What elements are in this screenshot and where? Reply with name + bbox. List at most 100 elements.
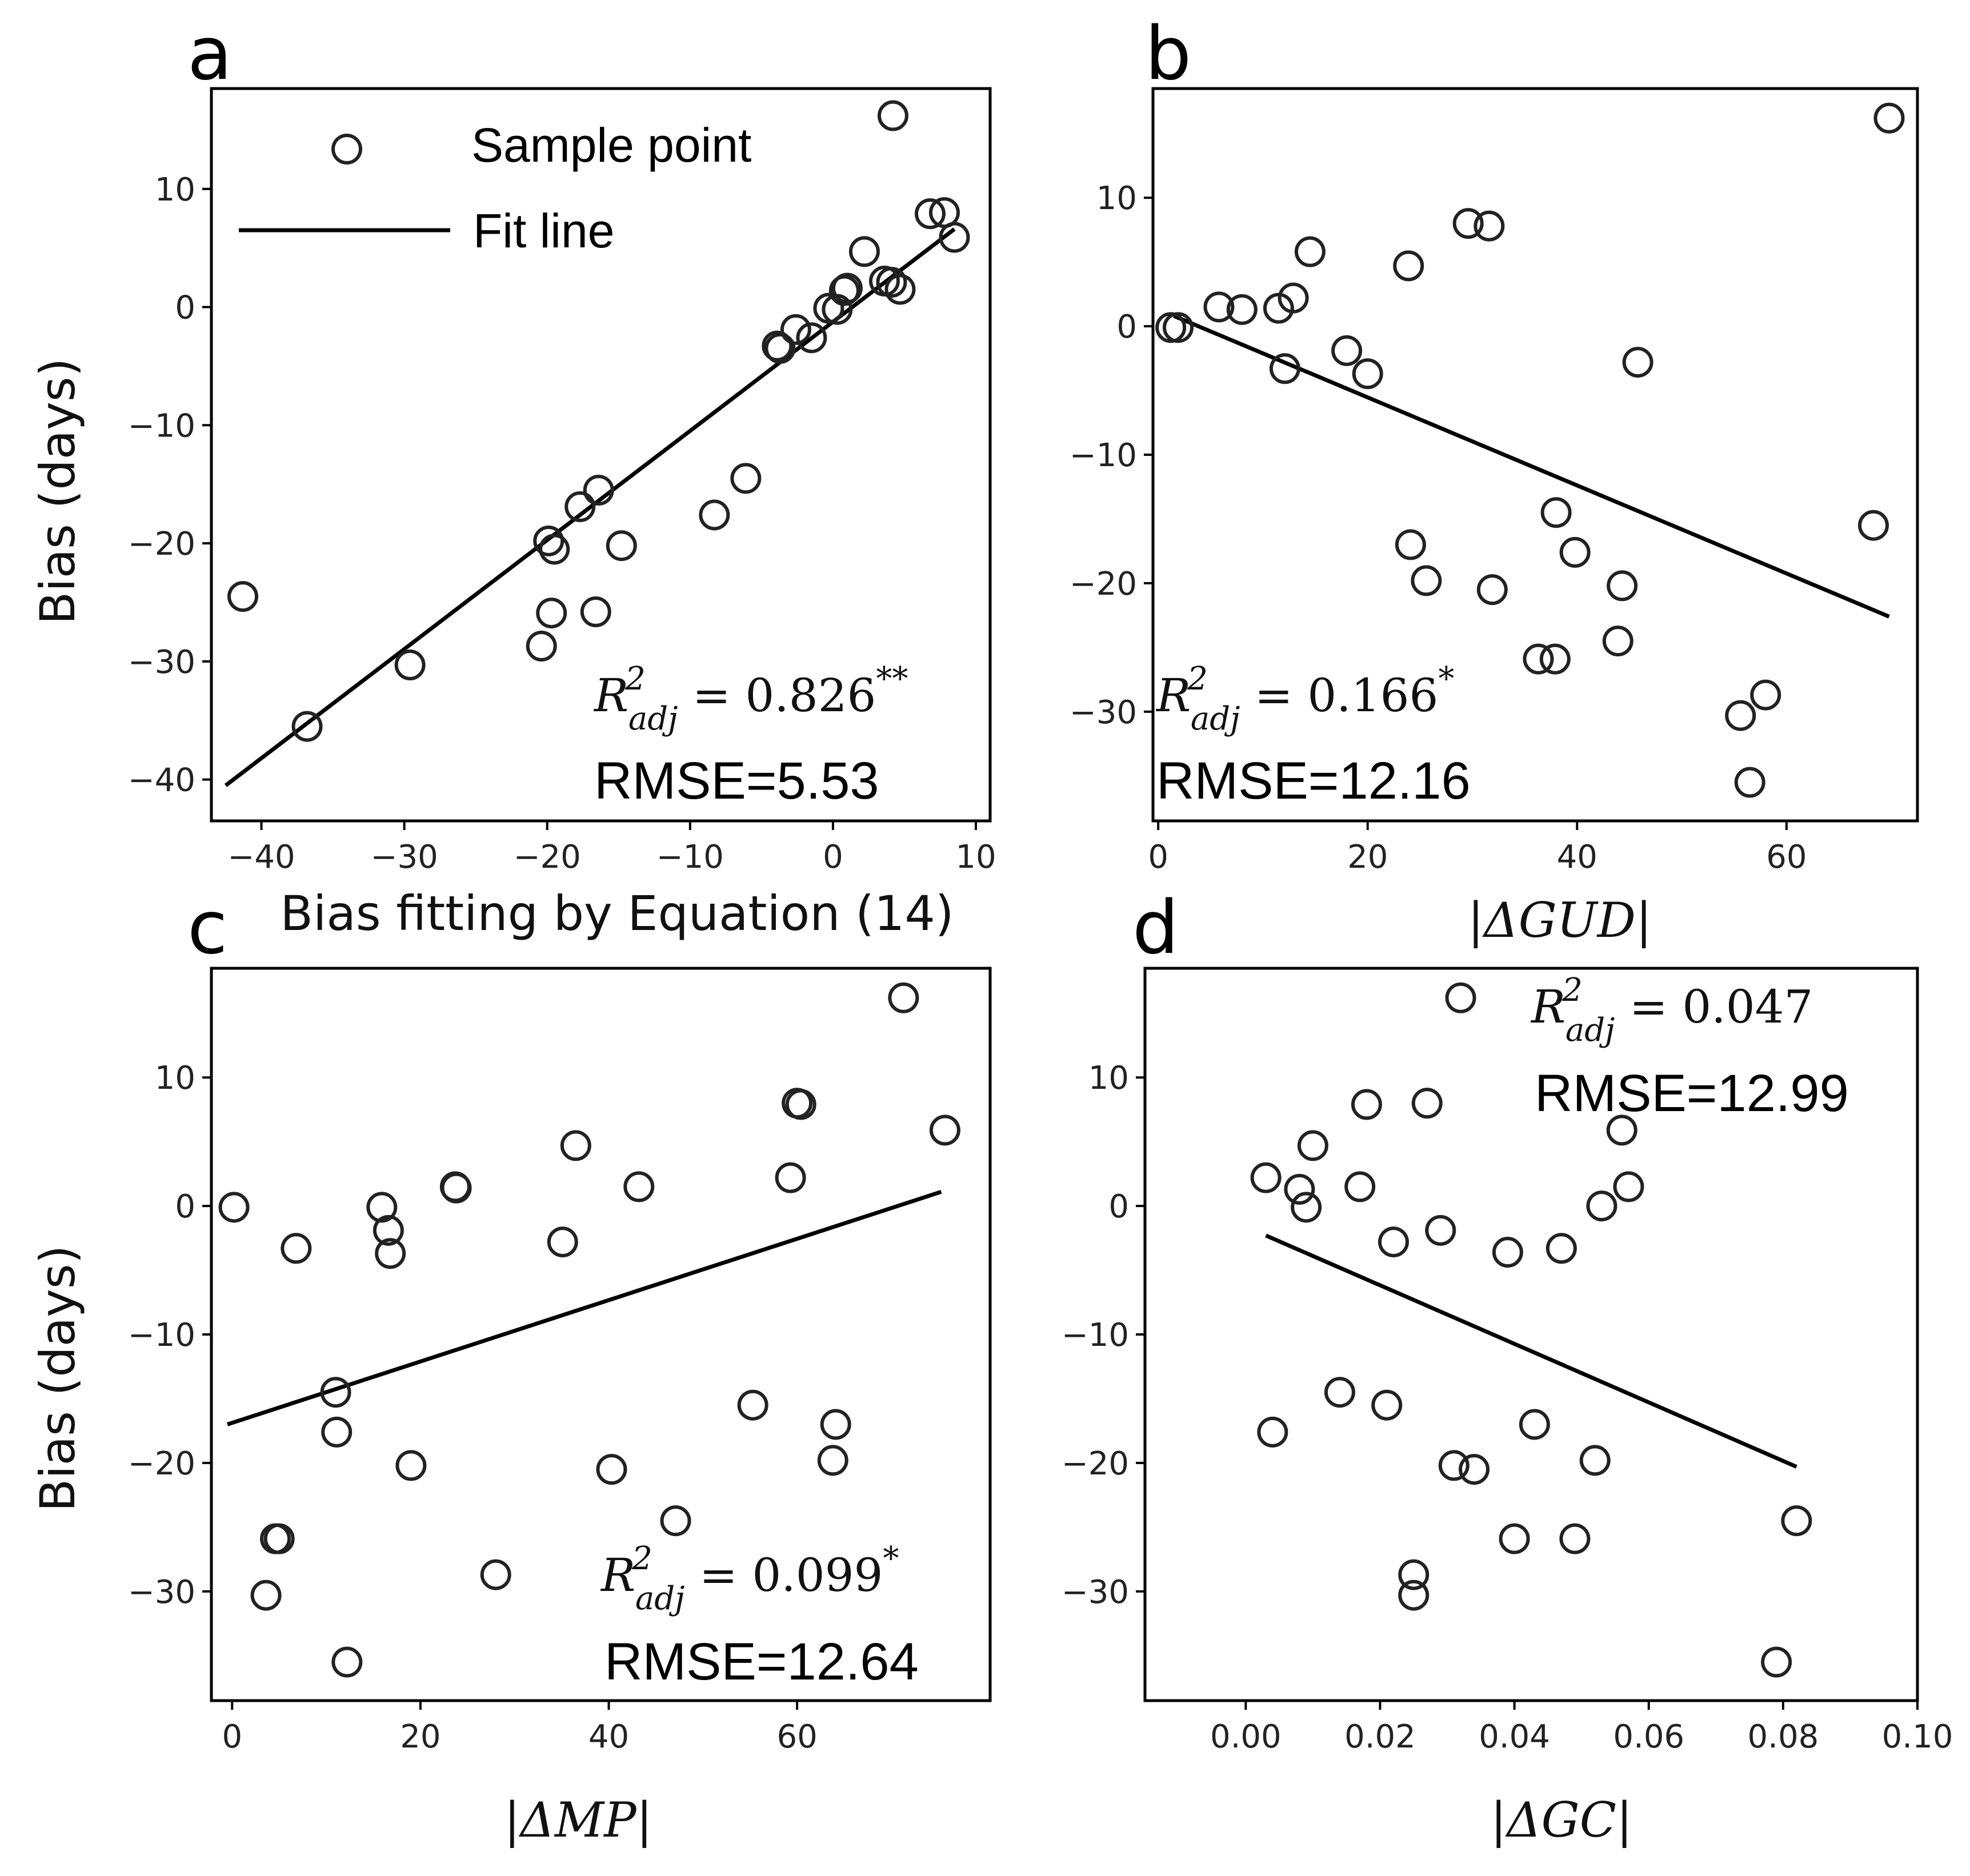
- panel-c-y-tick-label-0: −30: [128, 1574, 195, 1611]
- panel-d-sample-point-1: [1257, 1416, 1288, 1448]
- panel-c-y-tick-label-4: 10: [155, 1060, 195, 1097]
- panel-d-sample-point-18: [1499, 1523, 1530, 1554]
- panel-d-sample-point-5: [1324, 1377, 1355, 1408]
- panel-b-sample-point-20: [1602, 626, 1633, 657]
- panel-d-sample-point-26: [1761, 1646, 1792, 1678]
- panel-a-sample-point-23: [876, 267, 907, 298]
- panel-d-sample-point-19: [1519, 1409, 1550, 1440]
- panel-a-sample-point-7: [564, 491, 596, 522]
- panel-a-sample-point-27: [939, 222, 970, 253]
- panel-c-x-tick-label-0: 0: [222, 1718, 242, 1755]
- panel-d-frame: [1143, 967, 1919, 1702]
- panel-d-x-label: |ΔGC|: [1491, 1792, 1633, 1848]
- panel-b-sample-point-10: [1393, 250, 1424, 282]
- panel-a-rmse: RMSE=5.53: [594, 752, 879, 810]
- panel-b-rmse: RMSE=12.16: [1156, 752, 1471, 810]
- panel-c: 0 20 40 60 −30 −20 −10 0 10 |ΔMP| Bias (days) R2…: [30, 967, 992, 1848]
- panel-b-sample-point-18: [1540, 497, 1572, 528]
- panel-c-marks: [218, 982, 960, 1678]
- panel-d-sample-point-6: [1344, 1171, 1376, 1202]
- panel-b-sample-point-23: [1725, 700, 1756, 731]
- panel-c-y-tick-label-3: 0: [175, 1188, 195, 1225]
- panel-c-ticks: 0 20 40 60 −30 −20 −10 0 10: [128, 1060, 818, 1755]
- panel-d-sample-point-4: [1297, 1130, 1328, 1161]
- panel-c-sample-point-19: [660, 1505, 691, 1537]
- panel-a-r2-sig: **: [876, 660, 908, 698]
- panel-b-sample-point-15: [1476, 574, 1508, 606]
- panel-c-sample-point-14: [480, 1559, 511, 1590]
- panel-b-r2-symbol: R: [1155, 669, 1191, 722]
- panel-a-sample-point-19: [828, 275, 860, 306]
- panel-b-y-tick-label-3: 0: [1116, 308, 1137, 346]
- panel-b-r2-sig: *: [1438, 660, 1454, 698]
- panel-c-sample-point-3: [263, 1523, 295, 1554]
- panel-a-y-tick-label-0: −40: [128, 762, 195, 799]
- panel-c-frame: [210, 967, 992, 1702]
- panel-b-sample-point-19: [1559, 536, 1591, 568]
- panel-b-sample-point-26: [1858, 510, 1889, 541]
- panel-d-sample-point-12: [1411, 1088, 1443, 1119]
- panel-c-sample-point-26: [888, 982, 919, 1013]
- panel-d-x-tick-label-3: 0.06: [1613, 1718, 1684, 1755]
- panel-a-x-tick-label-2: −20: [514, 839, 581, 876]
- panel-c-y-tick-label-1: −20: [128, 1445, 195, 1482]
- panel-c-sample-point-27: [929, 1115, 960, 1146]
- panel-b-x-tick-label-3: 60: [1766, 839, 1807, 876]
- panel-d-r2-sub: adj: [1565, 1012, 1615, 1049]
- panel-d-sample-point-11: [1398, 1580, 1430, 1611]
- panel-c-sample-point-0: [218, 1192, 250, 1223]
- panel-c-x-tick-label-1: 20: [400, 1718, 441, 1755]
- panel-a-sample-point-9: [606, 530, 637, 562]
- panel-d-r2: R2 adj = 0.047: [1530, 972, 1813, 1049]
- panel-b-sample-point-22: [1622, 347, 1653, 378]
- panel-c-sample-point-20: [737, 1389, 768, 1421]
- panel-letter-b: b: [1145, 11, 1191, 97]
- panel-b-sample-point-3: [1226, 294, 1258, 325]
- panel-a-sample-point-13: [762, 330, 793, 362]
- panel-letter-a: a: [187, 11, 232, 97]
- panel-d-sample-point-20: [1545, 1233, 1577, 1264]
- panel-b-y-tick-label-4: 10: [1096, 180, 1137, 217]
- panel-b-r2-sup: 2: [1187, 660, 1208, 698]
- panel-a-sample-point-12: [730, 463, 762, 494]
- panel-d-sample-point-25: [1613, 1171, 1644, 1202]
- panel-d-x-tick-label-1: 0.02: [1344, 1718, 1416, 1755]
- panel-c-sample-point-6: [321, 1416, 353, 1448]
- panel-a-ticks: −40 −30 −20 −10 0 10 −40 −30 −20 −10 0 10: [128, 171, 996, 876]
- panel-d-sample-point-22: [1579, 1445, 1611, 1476]
- panel-a-sample-point-25: [914, 198, 946, 230]
- panel-b-sample-point-8: [1331, 335, 1363, 366]
- panel-d-sample-point-17: [1492, 1237, 1523, 1268]
- panel-d: 0.00 0.02 0.04 0.06 0.08 0.10 −30 −20 −10 0 10 |ΔG…: [1062, 967, 1953, 1848]
- panel-a-r2-sup: 2: [624, 660, 646, 698]
- panel-b-ticks: 0 20 40 60 −30 −20 −10 0 10: [1070, 180, 1807, 876]
- panel-d-fit-line: [1265, 1233, 1797, 1469]
- panel-c-sample-point-7: [331, 1646, 363, 1678]
- panel-a-r2-value: = 0.826: [678, 669, 876, 722]
- panel-a-y-tick-label-5: 10: [155, 171, 195, 209]
- panel-b-sample-point-24: [1734, 767, 1765, 798]
- panel-c-sample-point-23: [785, 1089, 816, 1120]
- panel-b-sample-point-2: [1203, 291, 1235, 323]
- panel-a-y-label: Bias (days): [30, 358, 86, 625]
- panel-c-sample-point-1: [250, 1580, 282, 1611]
- panel-b-sample-point-7: [1294, 236, 1326, 267]
- panel-a-sample-point-21: [848, 236, 880, 267]
- panel-b-x-tick-label-0: 0: [1148, 839, 1168, 876]
- panel-d-y-tick-label-4: 10: [1088, 1060, 1129, 1097]
- panel-c-y-label: Bias (days): [30, 1245, 86, 1512]
- panel-b: 0 20 40 60 −30 −20 −10 0 10 |ΔGUD| R2 adj = 0.166…: [1070, 87, 1919, 948]
- panel-b-y-tick-label-1: −20: [1070, 566, 1137, 603]
- panel-d-sample-point-13: [1425, 1214, 1456, 1246]
- panel-c-r2-value: = 0.099: [684, 1549, 883, 1602]
- panel-d-sample-point-9: [1378, 1226, 1409, 1258]
- panel-d-x-tick-label-4: 0.08: [1748, 1718, 1819, 1755]
- panel-d-r2-sup: 2: [1561, 972, 1583, 1009]
- panel-d-ticks: 0.00 0.02 0.04 0.06 0.08 0.10 −30 −20 −10 0 10: [1062, 1060, 1953, 1755]
- panel-c-sample-point-4: [281, 1233, 312, 1264]
- panel-d-y-tick-label-3: 0: [1108, 1188, 1129, 1225]
- panel-a-sample-point-3: [526, 630, 557, 662]
- panel-d-sample-point-3: [1291, 1192, 1322, 1223]
